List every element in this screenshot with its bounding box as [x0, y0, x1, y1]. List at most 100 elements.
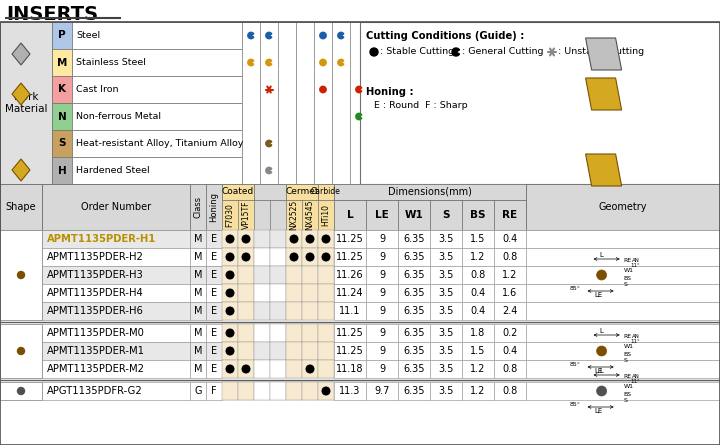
Text: S: S — [624, 399, 627, 404]
Circle shape — [226, 307, 234, 315]
Bar — [42, 302, 190, 320]
Bar — [332, 22, 350, 184]
Bar — [462, 200, 494, 230]
Text: Material: Material — [5, 104, 48, 114]
Bar — [334, 382, 366, 400]
Bar — [286, 266, 302, 284]
Text: APMT1135PDER-M2: APMT1135PDER-M2 — [47, 364, 145, 374]
Bar — [366, 382, 398, 400]
Bar — [270, 284, 286, 302]
Text: 0.4: 0.4 — [470, 288, 485, 298]
Text: E: E — [211, 234, 217, 244]
Circle shape — [290, 235, 298, 243]
Bar — [190, 382, 206, 400]
Bar — [0, 200, 720, 230]
Circle shape — [597, 270, 606, 280]
Text: Stainless Steel: Stainless Steel — [76, 58, 146, 67]
Text: E: E — [211, 252, 217, 262]
Text: E : Round  F : Sharp: E : Round F : Sharp — [374, 101, 467, 110]
Text: 11.24: 11.24 — [336, 288, 364, 298]
Bar — [190, 184, 206, 230]
Text: N: N — [58, 112, 66, 121]
Bar — [526, 382, 720, 400]
Text: BS: BS — [470, 210, 486, 220]
Wedge shape — [266, 32, 271, 39]
Circle shape — [597, 346, 606, 356]
Bar — [398, 266, 430, 284]
Bar — [302, 302, 318, 320]
Bar — [302, 230, 318, 248]
Text: RE: RE — [624, 375, 631, 380]
Wedge shape — [248, 32, 253, 39]
Text: 1.2: 1.2 — [470, 364, 486, 374]
Circle shape — [306, 365, 314, 373]
Bar — [494, 266, 526, 284]
Bar — [206, 342, 222, 360]
Text: 9: 9 — [379, 346, 385, 356]
Text: LE: LE — [375, 210, 389, 220]
Bar — [52, 76, 72, 103]
Bar — [190, 230, 206, 248]
Text: S: S — [624, 359, 627, 364]
Bar — [42, 360, 720, 378]
Wedge shape — [266, 167, 271, 174]
Bar — [462, 230, 494, 248]
Text: M: M — [194, 306, 202, 316]
Bar — [238, 200, 254, 230]
Wedge shape — [338, 59, 343, 66]
Bar — [398, 284, 430, 302]
Bar — [526, 266, 720, 284]
Bar — [366, 324, 398, 342]
Bar — [254, 382, 270, 400]
Text: 1.5: 1.5 — [470, 234, 486, 244]
Text: 1.8: 1.8 — [470, 328, 485, 338]
Text: 11.25: 11.25 — [336, 346, 364, 356]
Circle shape — [17, 388, 24, 395]
Wedge shape — [248, 59, 253, 66]
Text: Steel: Steel — [76, 31, 100, 40]
Bar — [206, 382, 222, 400]
Bar — [360, 22, 720, 184]
Bar — [270, 302, 286, 320]
Text: Heat-resistant Alloy, Titanium Alloy: Heat-resistant Alloy, Titanium Alloy — [76, 139, 243, 148]
Bar — [52, 157, 72, 184]
Bar — [190, 248, 206, 266]
Text: 3.5: 3.5 — [438, 386, 454, 396]
Bar — [318, 184, 334, 200]
Bar — [526, 248, 720, 266]
Bar — [190, 360, 206, 378]
Bar — [42, 284, 720, 302]
Bar — [270, 324, 286, 342]
Bar — [238, 266, 254, 284]
Bar — [0, 184, 720, 200]
Bar — [334, 360, 366, 378]
Text: RE: RE — [624, 259, 631, 263]
Bar — [238, 284, 254, 302]
Text: P: P — [58, 31, 66, 40]
Bar — [286, 342, 302, 360]
Text: G: G — [194, 386, 202, 396]
Text: 1.2: 1.2 — [503, 270, 518, 280]
Bar — [526, 324, 720, 342]
Circle shape — [242, 253, 250, 261]
Bar — [222, 266, 238, 284]
Bar — [526, 302, 720, 320]
Bar — [494, 302, 526, 320]
Bar — [206, 324, 222, 342]
Bar — [286, 302, 302, 320]
Bar — [302, 342, 318, 360]
Bar — [238, 302, 254, 320]
Circle shape — [306, 253, 314, 261]
Text: 0.8: 0.8 — [470, 270, 485, 280]
Bar — [302, 266, 318, 284]
Bar — [334, 248, 366, 266]
Text: 11.26: 11.26 — [336, 270, 364, 280]
Text: APMT1135PDER-H4: APMT1135PDER-H4 — [47, 288, 144, 298]
Bar — [302, 248, 318, 266]
Text: VP15TF: VP15TF — [241, 201, 251, 229]
Text: 11.25: 11.25 — [336, 234, 364, 244]
Bar — [206, 230, 222, 248]
Text: 85°: 85° — [570, 402, 580, 408]
Bar — [42, 324, 720, 342]
Bar — [318, 200, 334, 230]
